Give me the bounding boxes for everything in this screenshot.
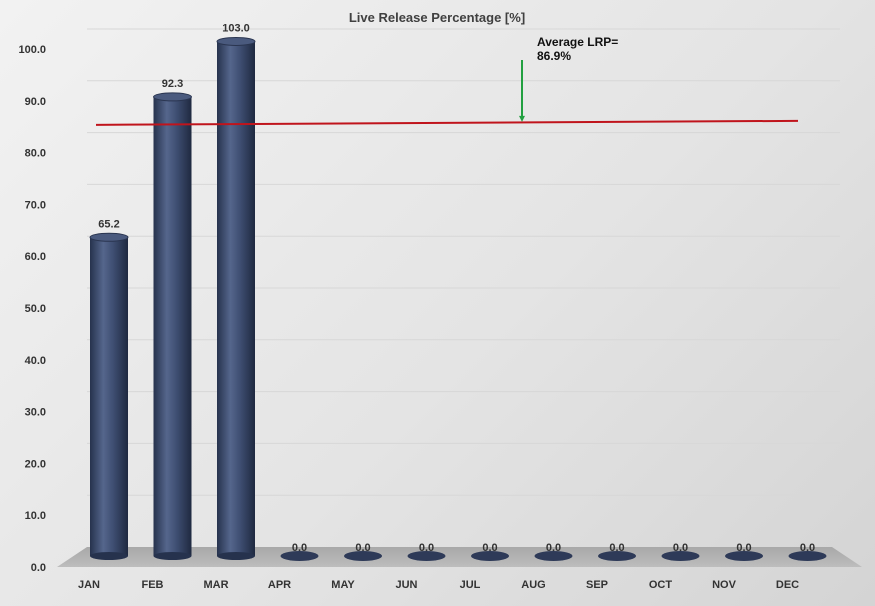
bar-base [90, 552, 128, 560]
data-label: 0.0 [419, 542, 434, 554]
y-tick-label: 0.0 [31, 562, 46, 574]
data-label: 0.0 [292, 542, 307, 554]
bar [89, 232, 129, 560]
data-label: 65.2 [98, 218, 119, 230]
bar-body [90, 237, 128, 556]
bar-top [725, 551, 763, 561]
bar [534, 551, 573, 561]
y-tick-label: 30.0 [25, 407, 46, 419]
bar-base [153, 552, 192, 560]
x-tick-label: AUG [521, 579, 545, 591]
x-tick-label: DEC [776, 579, 799, 591]
bar-top [344, 551, 382, 561]
y-tick-label: 50.0 [25, 303, 46, 315]
y-tick-label: 10.0 [25, 510, 46, 522]
annotation-line-2: 86.9% [537, 49, 571, 63]
bar [280, 551, 319, 561]
bar-top [280, 551, 319, 561]
bars [89, 36, 827, 561]
data-label: 0.0 [546, 542, 561, 554]
y-tick-label: 20.0 [25, 458, 46, 470]
bar-top [153, 92, 192, 102]
x-tick-label: APR [268, 579, 291, 591]
bar-top [471, 551, 509, 561]
bar-base [217, 552, 255, 560]
x-tick-label: NOV [712, 579, 737, 591]
bar-top [788, 551, 827, 561]
gridlines [87, 28, 840, 496]
x-tick-label: MAY [331, 579, 355, 591]
chart-title: Live Release Percentage [%] [349, 10, 525, 25]
x-tick-label: JAN [78, 579, 100, 591]
x-tick-label: SEP [586, 579, 608, 591]
y-tick-label: 70.0 [25, 199, 46, 211]
data-label: 0.0 [800, 542, 815, 554]
data-labels: 65.2 92.3 103.0 0.0 0.0 0.0 0.0 0.0 0.0 0.0 0.0 0.0 [98, 22, 815, 554]
y-axis: 0.0 10.0 20.0 30.0 40.0 50.0 60.0 70.0 80.0 90.0 1… [18, 44, 46, 574]
y-tick-label: 40.0 [25, 355, 46, 367]
chart-floor [57, 547, 862, 567]
bar-top [598, 551, 636, 561]
data-label: 0.0 [482, 542, 497, 554]
y-tick-label: 90.0 [25, 96, 46, 108]
bar [598, 551, 636, 561]
bar [344, 551, 382, 561]
bar-top [89, 232, 129, 242]
y-tick-label: 80.0 [25, 148, 46, 160]
x-tick-label: OCT [649, 579, 673, 591]
x-tick-label: JUN [395, 579, 417, 591]
bar [153, 92, 192, 560]
data-label: 0.0 [609, 542, 624, 554]
bar-top [661, 551, 700, 561]
bar [216, 36, 256, 560]
annotation-arrowhead [519, 115, 525, 122]
x-tick-label: MAR [203, 579, 228, 591]
data-label: 0.0 [736, 542, 751, 554]
data-label: 0.0 [673, 542, 688, 554]
data-label: 92.3 [162, 78, 183, 90]
x-tick-label: JUL [460, 579, 481, 591]
bar-body [153, 96, 192, 557]
y-tick-label: 100.0 [18, 44, 46, 56]
data-label: 0.0 [355, 542, 370, 554]
bar-top [216, 36, 256, 46]
bar [407, 551, 446, 561]
annotation-line-1: Average LRP= [537, 35, 618, 49]
bar [725, 551, 763, 561]
x-tick-label: FEB [142, 579, 164, 591]
bar [661, 551, 700, 561]
y-tick-label: 60.0 [25, 251, 46, 263]
bar [788, 551, 827, 561]
x-axis: JAN FEB MAR APR MAY JUN JUL AUG SEP OCT NOV DEC [78, 579, 799, 591]
bar-body [217, 41, 255, 556]
bar-top [534, 551, 573, 561]
data-label: 103.0 [222, 22, 250, 34]
bar-top [407, 551, 446, 561]
average-line [95, 119, 799, 126]
bar [471, 551, 509, 561]
